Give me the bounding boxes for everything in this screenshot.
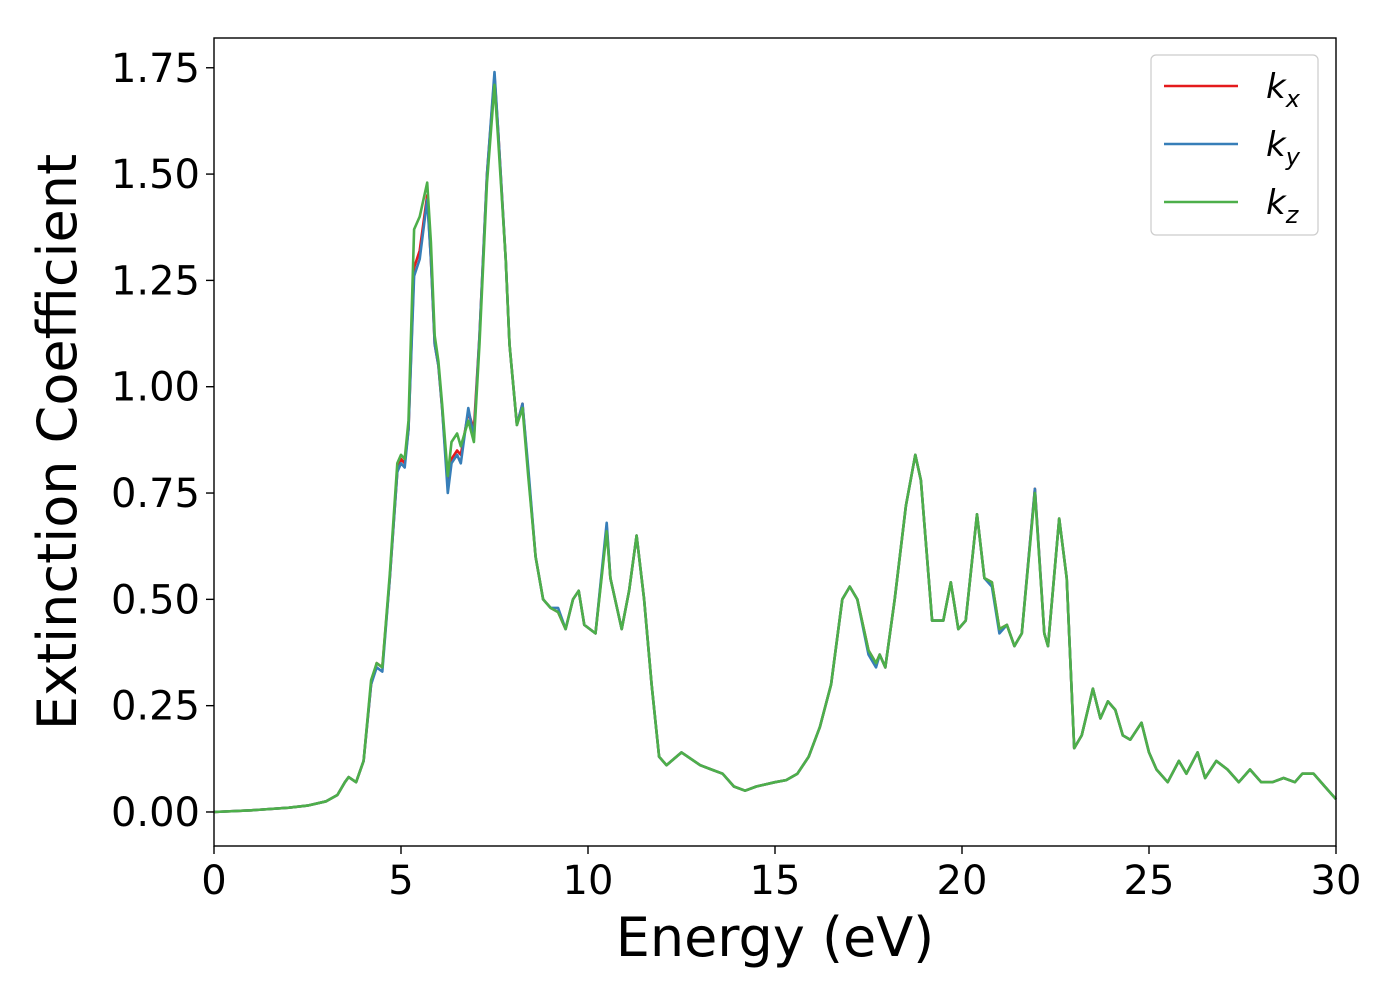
x-tick-label: 30 bbox=[1311, 858, 1362, 904]
x-axis-title: Energy (eV) bbox=[616, 906, 935, 969]
legend-label-y: ky bbox=[1266, 125, 1301, 171]
legend-label-x: kx bbox=[1266, 67, 1301, 113]
x-tick-label: 15 bbox=[750, 858, 801, 904]
y-axis-ticks: 0.00 0.25 0.50 0.75 1.00 1.25 1.50 1.75 bbox=[111, 46, 214, 836]
legend-label-subscript: x bbox=[1285, 85, 1301, 113]
x-tick-label: 10 bbox=[563, 858, 614, 904]
y-tick-label: 0.25 bbox=[111, 684, 200, 730]
x-tick-label: 20 bbox=[937, 858, 988, 904]
y-tick-label: 1.25 bbox=[111, 258, 200, 304]
y-axis-title: Extinction Coefficient bbox=[26, 154, 89, 730]
plot-background bbox=[214, 38, 1336, 846]
x-axis-ticks: 0 5 10 15 20 25 30 bbox=[201, 846, 1361, 904]
series-line-z bbox=[213, 83, 1337, 814]
x-tick-label: 25 bbox=[1124, 858, 1175, 904]
legend-label-subscript: z bbox=[1285, 201, 1300, 229]
y-tick-label: 1.50 bbox=[111, 152, 200, 198]
y-tick-label: 0.50 bbox=[111, 577, 200, 623]
legend-label-z: kz bbox=[1266, 183, 1300, 229]
legend-label-main: k bbox=[1266, 67, 1287, 107]
y-tick-label: 0.00 bbox=[111, 790, 200, 836]
legend-label-main: k bbox=[1266, 125, 1287, 165]
legend-label-main: k bbox=[1266, 183, 1287, 223]
legend-label-subscript: y bbox=[1285, 143, 1301, 171]
series-lines bbox=[213, 70, 1337, 814]
y-tick-label: 1.75 bbox=[111, 46, 200, 92]
y-tick-label: 1.00 bbox=[111, 365, 200, 411]
x-tick-label: 0 bbox=[201, 858, 226, 904]
y-tick-label: 0.75 bbox=[111, 471, 200, 517]
plot-frame bbox=[213, 37, 1337, 847]
x-tick-label: 5 bbox=[388, 858, 413, 904]
